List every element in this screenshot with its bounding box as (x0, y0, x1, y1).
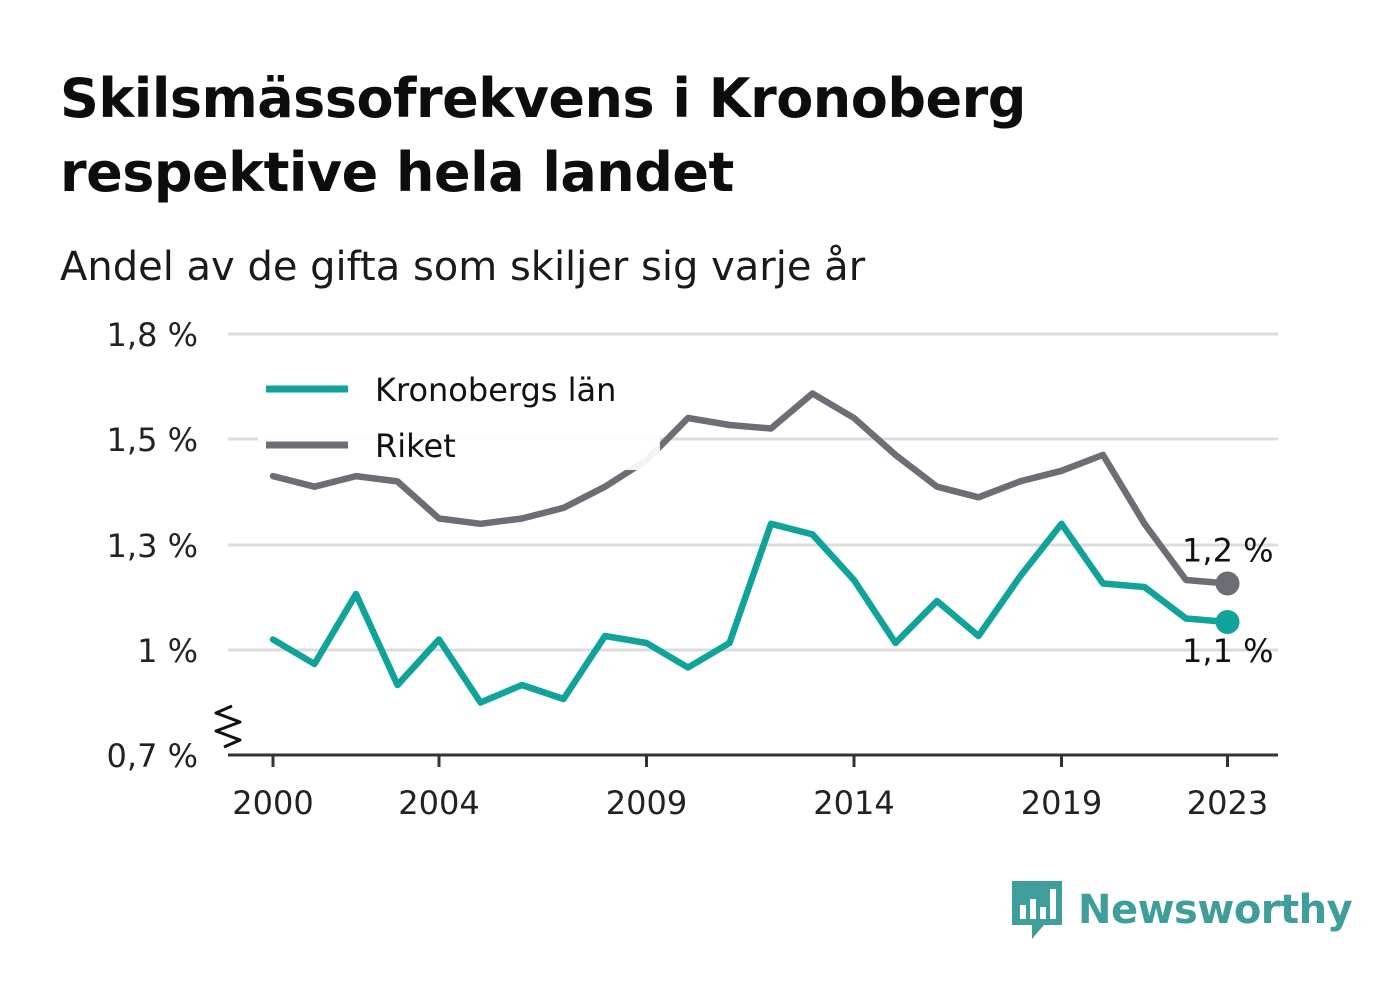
legend-background (258, 362, 660, 470)
y-tick-label: 1 % (137, 632, 198, 670)
series-end-point (1215, 571, 1240, 596)
newsworthy-logo-icon (1012, 881, 1062, 939)
newsworthy-logo: Newsworthy (1010, 878, 1353, 942)
end-label-kronobergs-lan: 1,1 % (1182, 632, 1273, 670)
series-group (269, 390, 1240, 706)
axis-break-icon (214, 704, 242, 749)
y-tick-label: 1,3 % (107, 527, 198, 565)
series-line-kronobergs-lan (269, 520, 1231, 706)
x-tick-label: 2019 (1021, 784, 1102, 822)
y-tick-label: 1,5 % (107, 421, 198, 459)
chart-title: Skilsmässofrekvens i Kronoberg respektiv… (60, 67, 1026, 204)
chart-subtitle: Andel av de gifta som skiljer sig varje … (60, 244, 866, 290)
y-tick-label: 1,8 % (107, 316, 198, 354)
end-labels: 1,2 % 1,1 % (1182, 532, 1273, 671)
x-tick-label: 2004 (398, 784, 479, 822)
series-end-point (1215, 610, 1240, 634)
end-label-riket: 1,2 % (1182, 532, 1273, 570)
y-axis: 0,7 % 1 % 1,3 % 1,5 % 1,8 % (107, 316, 198, 775)
x-axis: 2000 2004 2009 2014 2019 2023 (232, 755, 1268, 822)
legend: Kronobergs län Riket (258, 362, 660, 470)
x-tick-label: 2023 (1187, 784, 1268, 822)
x-tick-label: 2000 (232, 784, 313, 822)
y-tick-label: 0,7 % (107, 737, 198, 775)
logo-text: Newsworthy (1078, 887, 1353, 933)
x-tick-label: 2014 (813, 784, 894, 822)
series-line-riket (269, 390, 1231, 587)
x-tick-label: 2009 (606, 784, 687, 822)
legend-label: Kronobergs län (375, 371, 616, 409)
legend-label: Riket (375, 427, 456, 465)
